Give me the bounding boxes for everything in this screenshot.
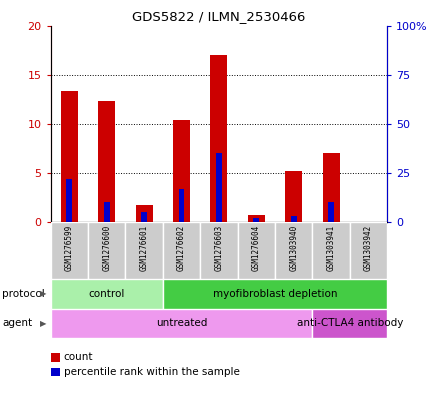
Bar xyxy=(163,279,387,309)
Text: untreated: untreated xyxy=(156,318,207,328)
Text: myofibroblast depletion: myofibroblast depletion xyxy=(213,289,337,299)
Bar xyxy=(275,222,312,279)
Text: GSM1276600: GSM1276600 xyxy=(102,225,111,271)
Text: agent: agent xyxy=(2,318,32,328)
Bar xyxy=(350,222,387,279)
Bar xyxy=(163,222,200,279)
Bar xyxy=(104,202,110,222)
Text: GSM1303942: GSM1303942 xyxy=(364,225,373,271)
Bar xyxy=(253,218,259,222)
Text: GSM1276599: GSM1276599 xyxy=(65,225,74,271)
Bar xyxy=(312,309,387,338)
Bar xyxy=(136,205,153,222)
Text: control: control xyxy=(88,289,125,299)
Text: percentile rank within the sample: percentile rank within the sample xyxy=(64,367,240,377)
Text: GSM1276604: GSM1276604 xyxy=(252,225,261,271)
Bar xyxy=(312,222,350,279)
Text: GSM1303941: GSM1303941 xyxy=(326,225,336,271)
Bar xyxy=(328,202,334,222)
Text: GSM1276602: GSM1276602 xyxy=(177,225,186,271)
Bar xyxy=(179,189,184,222)
Bar xyxy=(291,216,297,222)
Text: GSM1303940: GSM1303940 xyxy=(289,225,298,271)
Text: anti-CTLA4 antibody: anti-CTLA4 antibody xyxy=(297,318,403,328)
Text: protocol: protocol xyxy=(2,289,45,299)
Bar xyxy=(216,153,222,222)
Bar xyxy=(51,279,163,309)
Bar xyxy=(323,153,340,222)
Bar xyxy=(248,215,265,222)
Bar xyxy=(285,171,302,222)
Text: ▶: ▶ xyxy=(40,289,46,298)
Bar xyxy=(173,120,190,222)
Bar xyxy=(66,179,72,222)
Bar xyxy=(88,222,125,279)
Title: GDS5822 / ILMN_2530466: GDS5822 / ILMN_2530466 xyxy=(132,10,306,23)
Bar xyxy=(200,222,238,279)
Bar xyxy=(98,101,115,222)
Bar xyxy=(210,55,227,222)
Text: ▶: ▶ xyxy=(40,319,46,328)
Bar xyxy=(125,222,163,279)
Bar xyxy=(51,222,88,279)
Text: count: count xyxy=(64,352,93,362)
Bar xyxy=(51,309,312,338)
Bar xyxy=(61,91,78,222)
Bar xyxy=(141,212,147,222)
Text: GSM1276603: GSM1276603 xyxy=(214,225,224,271)
Text: GSM1276601: GSM1276601 xyxy=(139,225,149,271)
Bar xyxy=(238,222,275,279)
